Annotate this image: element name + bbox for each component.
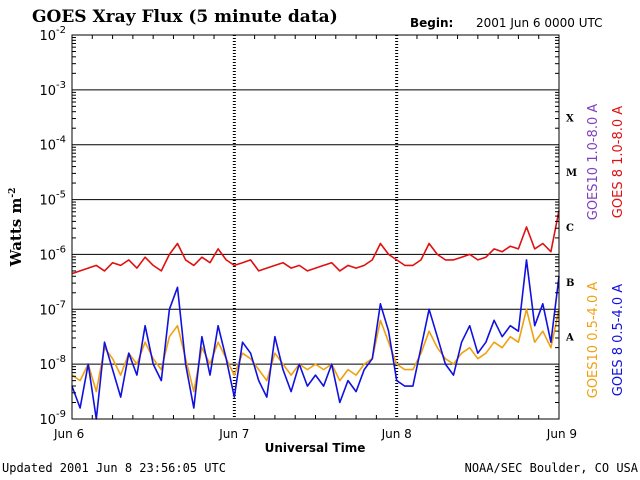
y-axis-label-group: Watts m-2 (7, 188, 25, 268)
flare-class-x: X (566, 113, 574, 124)
x-axis-ticks: Jun 6 Jun 7 Jun 8 Jun 9 (53, 35, 577, 441)
y-axis-label: Watts m-2 (7, 188, 25, 268)
y-tick-label: 10-5 (39, 190, 66, 209)
y-tick-label: 10-4 (39, 135, 66, 154)
legend-entry: GOES10 1.0-8.0 A (586, 104, 601, 221)
legend-label: GOES10 0.5-4.0 A (586, 282, 601, 399)
updated-timestamp: Updated 2001 Jun 8 23:56:05 UTC (2, 461, 226, 475)
credit-label: NOAA/SEC Boulder, CO USA (465, 461, 639, 475)
y-tick-base: 10 (39, 29, 56, 44)
y-tick-exponent: -3 (56, 80, 66, 91)
y-tick-label: 10-8 (39, 354, 66, 373)
y-tick-base: 10 (39, 84, 56, 99)
x-axis-label: Universal Time (265, 441, 366, 455)
y-tick-base: 10 (39, 139, 56, 154)
legend-entry: GOES 8 0.5-4.0 A (611, 284, 626, 396)
flare-class-b: B (566, 278, 574, 289)
y-axis-ticks: 10-210-310-410-510-610-710-810-9 (39, 25, 559, 428)
x-tick-label: Jun 7 (218, 427, 249, 441)
y-tick-exponent: -2 (56, 25, 66, 36)
x-tick-label: Jun 9 (546, 427, 577, 441)
x-tick-label: Jun 8 (381, 427, 412, 441)
y-tick-base: 10 (39, 303, 56, 318)
series-line (71, 308, 560, 393)
y-tick-base: 10 (39, 358, 56, 373)
y-tick-label: 10-2 (39, 25, 66, 44)
series-line (71, 259, 560, 420)
y-axis-label-sup: -2 (8, 188, 18, 198)
plot-grid (72, 35, 559, 419)
legend-label: GOES10 1.0-8.0 A (586, 104, 601, 221)
legend-label: GOES 8 0.5-4.0 A (611, 284, 626, 396)
plot-frame (71, 34, 560, 420)
legend-entry: GOES 8 1.0-8.0 A (611, 106, 626, 218)
legend-label: GOES 8 1.0-8.0 A (611, 106, 626, 218)
y-tick-base: 10 (39, 413, 56, 428)
begin-value: 2001 Jun 6 0000 UTC (476, 16, 603, 30)
y-tick-exponent: -4 (56, 135, 66, 146)
y-tick-label: 10-3 (39, 80, 66, 99)
flare-class-c: C (566, 223, 574, 234)
y-tick-exponent: -5 (56, 190, 66, 201)
y-tick-exponent: -9 (56, 409, 66, 420)
y-tick-label: 10-9 (39, 409, 66, 428)
begin-label: Begin: (410, 16, 453, 30)
flare-class-a: A (565, 333, 574, 344)
x-tick-label: Jun 6 (53, 427, 84, 441)
y-tick-base: 10 (39, 194, 56, 209)
y-tick-label: 10-7 (39, 299, 66, 318)
flare-class-labels: X M C B A (565, 113, 577, 343)
legend-entry: GOES10 0.5-4.0 A (586, 282, 601, 399)
y-tick-exponent: -6 (56, 244, 66, 255)
flare-class-m: M (566, 168, 577, 179)
chart-title: GOES Xray Flux (5 minute data) (32, 7, 338, 27)
y-tick-base: 10 (39, 248, 56, 263)
series-line (71, 210, 560, 275)
plot-series (71, 210, 560, 420)
y-tick-exponent: -8 (56, 354, 66, 365)
y-tick-exponent: -7 (56, 299, 66, 310)
y-tick-label: 10-6 (39, 244, 66, 263)
y-axis-label-text: Watts m (7, 198, 25, 268)
legend: GOES10 1.0-8.0 A GOES 8 1.0-8.0 A GOES10 0… (586, 104, 626, 399)
